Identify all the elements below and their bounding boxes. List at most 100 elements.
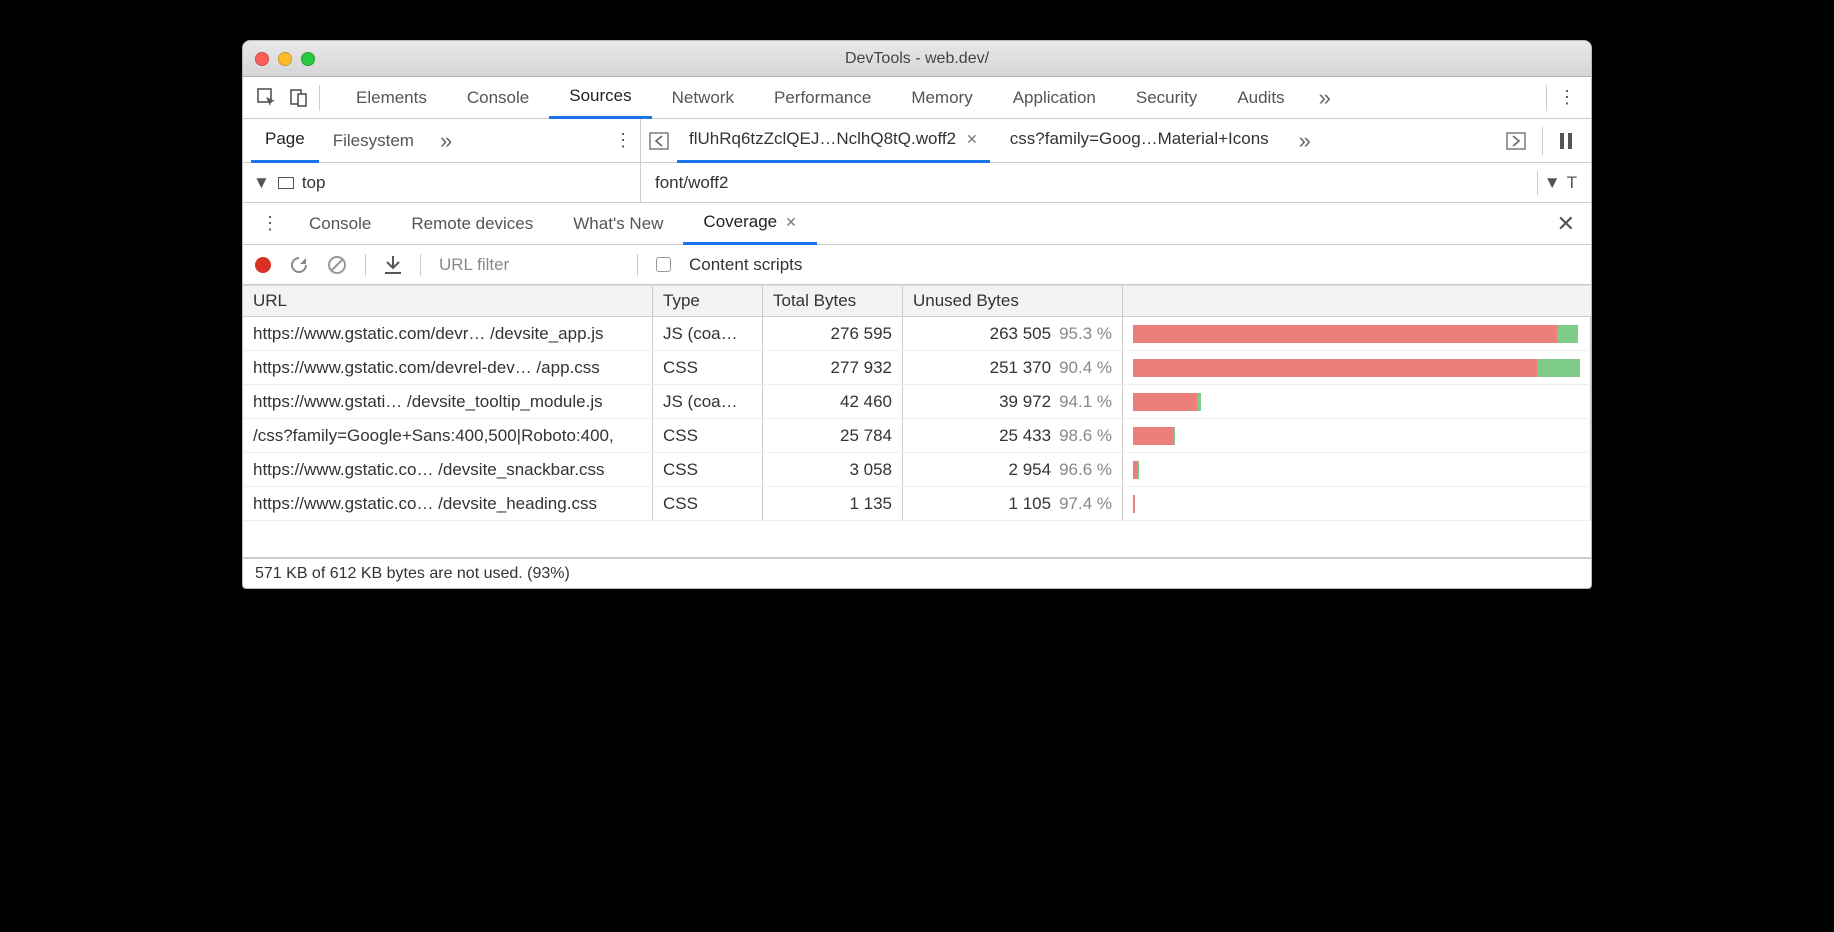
divider [1546, 85, 1547, 111]
bar-used [1557, 325, 1578, 343]
coverage-row[interactable]: https://www.gstatic.com/devrel-dev… /app… [243, 351, 1591, 385]
cell-total: 276 595 [763, 317, 903, 350]
record-coverage-icon[interactable] [255, 257, 271, 273]
cell-url: https://www.gstatic.co… /devsite_snackba… [243, 453, 653, 486]
bar-used [1174, 427, 1175, 445]
main-tab-security[interactable]: Security [1116, 77, 1217, 119]
col-type[interactable]: Type [653, 286, 763, 316]
cell-bar [1123, 385, 1591, 418]
cell-url: https://www.gstatic.com/devrel-dev… /app… [243, 351, 653, 384]
divider [420, 254, 421, 276]
devtools-window: DevTools - web.dev/ ElementsConsoleSourc… [242, 40, 1592, 589]
coverage-row[interactable]: /css?family=Google+Sans:400,500|Roboto:4… [243, 419, 1591, 453]
cell-bar [1123, 317, 1591, 350]
cell-bar [1123, 351, 1591, 384]
cell-url: /css?family=Google+Sans:400,500|Roboto:4… [243, 419, 653, 452]
page-tree: ▼ top [243, 163, 641, 202]
main-tab-performance[interactable]: Performance [754, 77, 891, 119]
drawer-tab-close-icon[interactable]: ✕ [785, 214, 797, 231]
drawer-tab-console[interactable]: Console [289, 203, 391, 245]
main-tab-audits[interactable]: Audits [1217, 77, 1304, 119]
drawer-menu-icon[interactable]: ⋮ [251, 213, 289, 234]
cell-unused: 39 97294.1 % [903, 385, 1123, 418]
devtools-menu-icon[interactable]: ⋮ [1551, 82, 1583, 114]
open-file-tab-1[interactable]: css?family=Goog…Material+Icons [998, 119, 1281, 163]
divider [319, 85, 320, 111]
frame-icon [278, 177, 294, 189]
editor-content-hint: font/woff2 [655, 173, 728, 193]
cell-total: 25 784 [763, 419, 903, 452]
col-total[interactable]: Total Bytes [763, 286, 903, 316]
content-scripts-checkbox[interactable] [656, 257, 671, 272]
tree-expand-icon[interactable]: ▼ [253, 173, 270, 193]
main-tab-application[interactable]: Application [993, 77, 1116, 119]
sidebar-expand-icon[interactable]: ▼ [1544, 173, 1561, 193]
cell-type: CSS [653, 351, 763, 384]
coverage-table-header: URL Type Total Bytes Unused Bytes [243, 285, 1591, 317]
cell-bar [1123, 419, 1591, 452]
bar-used [1537, 359, 1580, 377]
tree-top-frame-label[interactable]: top [302, 173, 326, 193]
sources-subtab-page[interactable]: Page [251, 119, 319, 163]
coverage-row[interactable]: https://www.gstati… /devsite_tooltip_mod… [243, 385, 1591, 419]
main-tab-elements[interactable]: Elements [336, 77, 447, 119]
drawer-tab-what-s-new[interactable]: What's New [553, 203, 683, 245]
coverage-row[interactable]: https://www.gstatic.com/devr… /devsite_a… [243, 317, 1591, 351]
coverage-row[interactable]: https://www.gstatic.co… /devsite_snackba… [243, 453, 1591, 487]
col-url[interactable]: URL [243, 286, 653, 316]
sidebar-hint: T [1567, 173, 1577, 193]
reload-coverage-icon[interactable] [289, 255, 309, 275]
main-panel-tabs: ElementsConsoleSourcesNetworkPerformance… [243, 77, 1591, 119]
coverage-status-bar: 571 KB of 612 KB bytes are not used. (93… [243, 558, 1591, 588]
bar-unused [1133, 427, 1174, 445]
open-files-overflow-icon[interactable]: » [1289, 128, 1321, 154]
clear-coverage-icon[interactable] [327, 255, 347, 275]
cell-unused: 263 50595.3 % [903, 317, 1123, 350]
inspect-element-icon[interactable] [251, 82, 283, 114]
next-file-icon[interactable] [1506, 132, 1526, 150]
pause-script-icon[interactable] [1559, 133, 1583, 149]
export-coverage-icon[interactable] [384, 255, 402, 275]
cell-total: 42 460 [763, 385, 903, 418]
cell-total: 1 135 [763, 487, 903, 520]
coverage-row[interactable]: https://www.gstatic.co… /devsite_heading… [243, 487, 1591, 521]
main-tab-sources[interactable]: Sources [549, 77, 651, 119]
sources-toolbar-row: Page Filesystem » ⋮ flUhRq6tzZclQEJ…Nclh… [243, 119, 1591, 163]
cell-unused: 1 10597.4 % [903, 487, 1123, 520]
divider [1542, 127, 1543, 155]
drawer-close-icon[interactable]: ✕ [1549, 211, 1583, 237]
cell-type: JS (coa… [653, 317, 763, 350]
status-text: 571 KB of 612 KB bytes are not used. (93… [255, 565, 570, 583]
open-file-tab-0[interactable]: flUhRq6tzZclQEJ…NclhQ8tQ.woff2 ✕ [677, 119, 990, 163]
main-tab-memory[interactable]: Memory [891, 77, 992, 119]
prev-file-icon[interactable] [649, 132, 669, 150]
main-tab-network[interactable]: Network [652, 77, 754, 119]
main-tabs-overflow-icon[interactable]: » [1305, 85, 1345, 111]
col-unused[interactable]: Unused Bytes [903, 286, 1123, 316]
drawer-tab-remote-devices[interactable]: Remote devices [391, 203, 553, 245]
sources-subtabs-overflow-icon[interactable]: » [428, 128, 464, 154]
url-filter-input[interactable]: URL filter [439, 255, 619, 275]
cell-url: https://www.gstati… /devsite_tooltip_mod… [243, 385, 653, 418]
drawer-tab-coverage[interactable]: Coverage✕ [683, 203, 816, 245]
col-visualization [1123, 286, 1591, 316]
cell-unused: 2 95496.6 % [903, 453, 1123, 486]
sources-subtab-filesystem[interactable]: Filesystem [319, 119, 428, 163]
cell-unused: 251 37090.4 % [903, 351, 1123, 384]
cell-url: https://www.gstatic.com/devr… /devsite_a… [243, 317, 653, 350]
file-tab-label: flUhRq6tzZclQEJ…NclhQ8tQ.woff2 [689, 129, 956, 149]
open-files-tabbar: flUhRq6tzZclQEJ…NclhQ8tQ.woff2 ✕ css?fam… [641, 119, 1591, 162]
main-tab-console[interactable]: Console [447, 77, 549, 119]
sources-content-row: ▼ top font/woff2 ▼ T [243, 163, 1591, 203]
coverage-table: URL Type Total Bytes Unused Bytes https:… [243, 285, 1591, 558]
divider [365, 254, 366, 276]
window-title: DevTools - web.dev/ [243, 50, 1591, 68]
sources-navigator-menu-icon[interactable]: ⋮ [614, 130, 632, 151]
titlebar: DevTools - web.dev/ [243, 41, 1591, 77]
sources-navigator-tabs: Page Filesystem » ⋮ [243, 119, 641, 162]
cell-type: CSS [653, 419, 763, 452]
cell-total: 277 932 [763, 351, 903, 384]
close-file-icon[interactable]: ✕ [966, 131, 978, 148]
toggle-device-icon[interactable] [283, 82, 315, 114]
cell-bar [1123, 453, 1591, 486]
